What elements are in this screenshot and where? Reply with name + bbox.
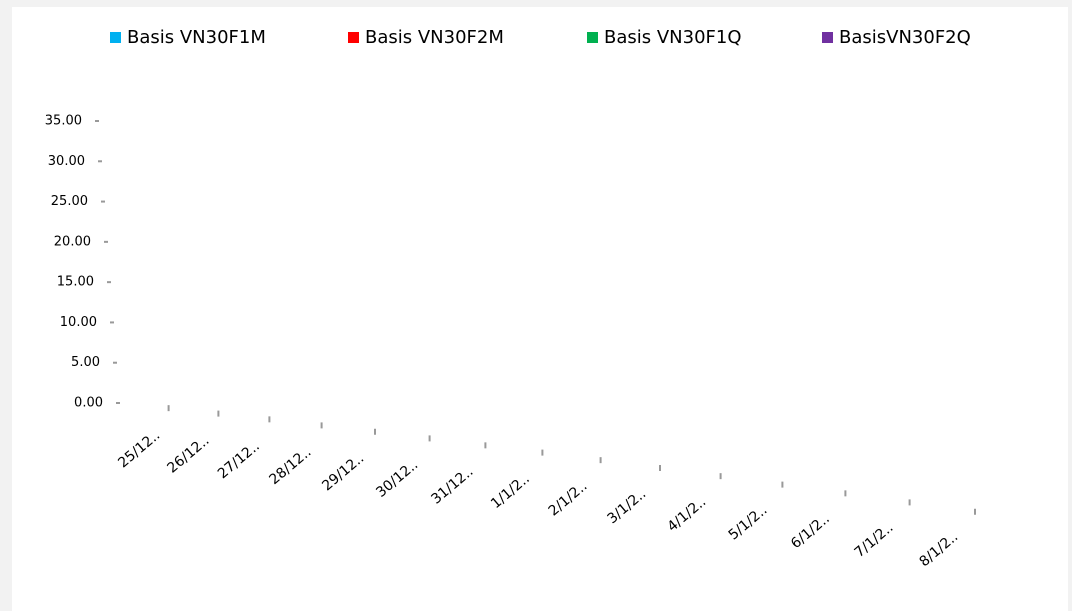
y-tick-label: 10.00 — [60, 315, 97, 330]
y-tick-label: 35.00 — [45, 114, 82, 129]
legend-label: BasisVN30F2Q — [839, 27, 971, 48]
legend-swatch — [348, 32, 359, 43]
legend-swatch — [822, 32, 833, 43]
y-tick-label: 20.00 — [54, 234, 91, 249]
legend-label: Basis VN30F2M — [365, 27, 504, 48]
y-tick-label: 0.00 — [74, 396, 103, 411]
legend-swatch — [587, 32, 598, 43]
y-tick-label: 15.00 — [57, 275, 94, 290]
legend-label: Basis VN30F1Q — [604, 27, 742, 48]
legend-label: Basis VN30F1M — [127, 27, 266, 48]
legend-swatch — [110, 32, 121, 43]
y-tick-label: 5.00 — [71, 355, 100, 370]
y-tick-label: 25.00 — [51, 194, 88, 209]
chart-area — [12, 7, 1068, 611]
y-tick-label: 30.00 — [48, 154, 85, 169]
